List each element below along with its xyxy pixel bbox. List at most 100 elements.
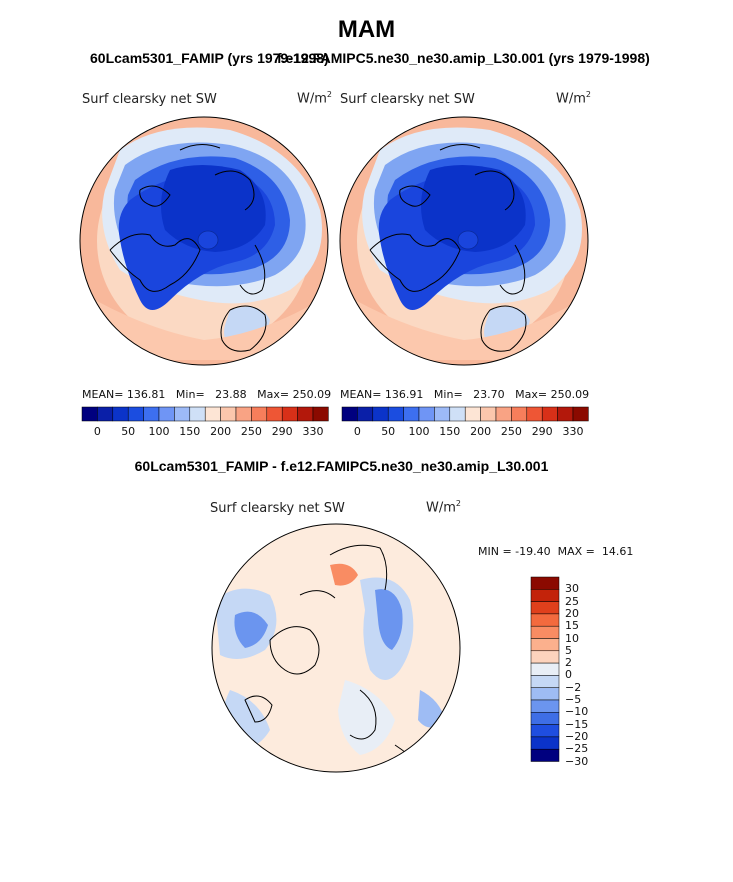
colorbar1-tick-label: 330 xyxy=(302,425,324,438)
colorbar2-cell xyxy=(357,406,374,422)
colorbar2-tick-label: 330 xyxy=(562,425,584,438)
colorbar2-cell xyxy=(341,406,358,422)
colorbar2-tick-label: 250 xyxy=(500,425,522,438)
colorbar3-cell xyxy=(530,601,560,615)
colorbar1-tick-label: 250 xyxy=(240,425,262,438)
colorbar1-tick-label: 150 xyxy=(179,425,201,438)
panel1-stats: MEAN= 136.81 Min= 23.88 Max= 250.09 xyxy=(82,388,332,401)
panel3-map xyxy=(212,524,460,772)
panel3-map-border xyxy=(211,523,461,773)
colorbar1-cell xyxy=(281,406,298,422)
colorbar1-cell xyxy=(97,406,114,422)
colorbar1-cell xyxy=(112,406,129,422)
colorbar3-cell xyxy=(530,576,560,590)
colorbar1-cell xyxy=(297,406,314,422)
colorbar1-cell xyxy=(251,406,268,422)
colorbar1-tick-label: 50 xyxy=(121,425,136,438)
panel2-coastlines xyxy=(369,144,527,352)
case2-title: f.e12.FAMIPC5.ne30_ne30.amip_L30.001 (yr… xyxy=(277,50,650,66)
panel2-map xyxy=(340,117,588,365)
colorbar1-cell xyxy=(81,406,98,422)
colorbar3-label: −10 xyxy=(565,705,589,719)
panel1-map xyxy=(80,117,328,365)
colorbar3-cells xyxy=(530,576,560,762)
case1-title: 60Lcam5301_FAMIP (yrs 1979-1998) xyxy=(90,50,329,66)
panel3-variable-label: Surf clearsky net SW xyxy=(210,501,345,516)
colorbar3-label: −30 xyxy=(565,754,589,768)
colorbar3-cell xyxy=(530,748,560,762)
colorbar2-tick-label: 150 xyxy=(439,425,461,438)
colorbar3-cell xyxy=(530,589,560,602)
colorbar3-cell xyxy=(530,687,560,701)
colorbar2-cell xyxy=(418,406,435,422)
colorbar3-label: 10 xyxy=(565,631,579,645)
colorbar2-cell xyxy=(495,406,512,422)
colorbar1-cell xyxy=(312,406,329,422)
colorbar3-cell xyxy=(530,699,560,713)
colorbar2-tick-label: 50 xyxy=(381,425,396,438)
panel3-units: W/m2 xyxy=(426,499,461,516)
panel1-coastlines xyxy=(109,144,267,352)
colorbar3-cell xyxy=(530,613,560,627)
colorbar1-cell xyxy=(189,406,206,422)
colorbar1-cell xyxy=(235,406,252,422)
colorbar3 xyxy=(530,576,560,762)
panel3-minmax: MIN = -19.40 MAX = 14.61 xyxy=(478,545,634,558)
colorbar3-cell xyxy=(530,712,560,725)
panel1-map-border xyxy=(79,116,329,366)
colorbar1-cell xyxy=(220,406,237,422)
colorbar2-cell xyxy=(480,406,497,422)
colorbar3-cell xyxy=(530,625,560,639)
colorbar2-cell xyxy=(541,406,558,422)
colorbar2-cell xyxy=(387,406,404,422)
colorbar1-tick-label: 100 xyxy=(148,425,170,438)
colorbar1-cell xyxy=(204,406,221,422)
colorbar2 xyxy=(341,406,589,422)
colorbar3-label: 30 xyxy=(565,582,579,596)
colorbar2-cell xyxy=(511,406,528,422)
colorbar3-label: 0 xyxy=(565,668,572,682)
colorbar3-cell xyxy=(530,638,560,652)
diff-title: 60Lcam5301_FAMIP - f.e12.FAMIPC5.ne30_ne… xyxy=(134,458,549,474)
colorbar3-label: 2 xyxy=(565,656,572,670)
colorbar3-cell xyxy=(530,736,560,750)
panel1-units: W/m2 xyxy=(297,90,332,107)
colorbar2-cell xyxy=(526,406,543,422)
colorbar1-cell xyxy=(158,406,175,422)
colorbar3-label: 20 xyxy=(565,606,579,620)
colorbar2-cell xyxy=(572,406,589,422)
colorbar2-cell xyxy=(403,406,420,422)
colorbar3-label: 5 xyxy=(565,643,572,657)
panel2-map-border xyxy=(339,116,589,366)
colorbar3-cell xyxy=(530,675,560,688)
colorbar3-label: 15 xyxy=(565,619,579,633)
colorbar3-label: −5 xyxy=(565,693,582,706)
colorbar2-tick-label: 290 xyxy=(531,425,553,438)
colorbar3-label: 25 xyxy=(565,594,579,608)
colorbar3-label: −15 xyxy=(565,717,589,731)
panel2-stats: MEAN= 136.91 Min= 23.70 Max= 250.09 xyxy=(340,388,590,401)
panel3-coastlines xyxy=(244,544,421,766)
colorbar2-tick-label: 100 xyxy=(408,425,430,438)
colorbar1-tick-label: 290 xyxy=(271,425,293,438)
panel1-variable-label: Surf clearsky net SW xyxy=(82,92,217,107)
colorbar1-cell xyxy=(174,406,191,422)
colorbar1-cell xyxy=(143,406,160,422)
colorbar2-cell xyxy=(434,406,451,422)
colorbar1 xyxy=(81,406,329,422)
colorbar2-tick-label: 0 xyxy=(353,425,361,438)
page-title: MAM xyxy=(337,16,396,43)
colorbar1-cells xyxy=(81,406,329,422)
colorbar2-cell xyxy=(449,406,466,422)
colorbar2-cell xyxy=(464,406,481,422)
colorbar3-cell xyxy=(530,650,560,664)
colorbar3-cell xyxy=(530,662,560,676)
colorbar2-cells xyxy=(341,406,589,422)
colorbar3-label: −25 xyxy=(565,742,589,756)
colorbar3-label: −2 xyxy=(565,680,582,694)
colorbar2-cell xyxy=(557,406,574,422)
colorbar1-tick-label: 0 xyxy=(93,425,101,438)
colorbar1-tick-label: 200 xyxy=(210,425,232,438)
colorbar2-cell xyxy=(372,406,389,422)
